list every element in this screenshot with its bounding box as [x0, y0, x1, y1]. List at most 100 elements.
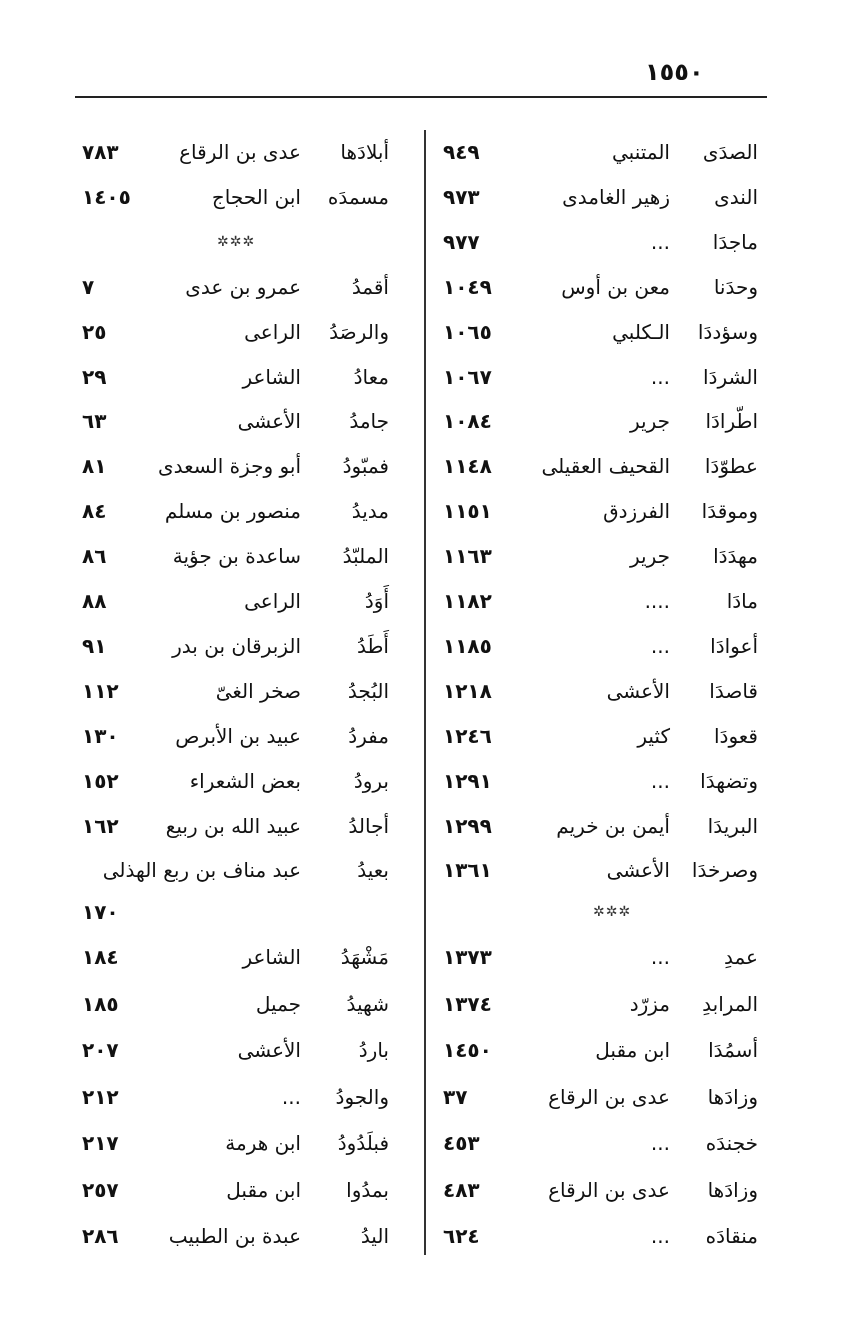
- entry-page-number: ١٠٤٩: [443, 274, 492, 299]
- entry-poet: جرير: [630, 409, 670, 434]
- column-divider: [424, 130, 426, 1255]
- entry-poet: معن بن أوس: [561, 274, 670, 299]
- entry-page-number: ٢٥: [82, 319, 107, 344]
- index-entry: قعودَا كثير ١٢٤٦: [443, 719, 758, 753]
- entry-page-number: ٧: [82, 274, 95, 299]
- index-entry: والرصَدُ الراعى ٢٥: [82, 315, 389, 349]
- entry-word: مفردُ: [348, 723, 389, 748]
- entry-word: قعودَا: [713, 723, 758, 748]
- entry-page-number: ١١٤٨: [443, 454, 492, 479]
- entry-word: وتضهدَا: [700, 768, 758, 793]
- index-entry: قاصدَا الأعشى ١٢١٨: [443, 674, 758, 708]
- index-entry: مَشْهَدُ الشاعر ١٨٤: [82, 940, 389, 974]
- entry-poet: الشاعر: [242, 364, 301, 389]
- entry-page-number: ٢٩: [82, 364, 107, 389]
- section-separator: ✲✲✲: [82, 225, 389, 259]
- index-entry: مادَا.... ١١٨٢: [443, 584, 758, 618]
- entry-word: وسؤددَا: [697, 319, 758, 344]
- entry-poet: ...: [650, 1131, 670, 1155]
- entry-word: أَطَدُ: [357, 633, 389, 658]
- entry-poet: عدى بن الرقاع: [548, 1084, 670, 1109]
- entry-word: والرصَدُ: [329, 319, 389, 344]
- index-entry: بعيدُ عبد مناف بن ربع الهذلى: [82, 853, 389, 887]
- index-entry: وسؤددَا الـكلبي ١٠٦٥: [443, 315, 758, 349]
- index-entry: أَوَدُ الراعى ٨٨: [82, 584, 389, 618]
- entry-poet: الراعى: [244, 589, 301, 613]
- index-entry: شهيدُ جميل ١٨٥: [82, 987, 389, 1021]
- entry-poet: ابن مقبل: [226, 1177, 301, 1202]
- index-entry: فمبّودُ أبو وجزة السعدى ٨١: [82, 449, 389, 483]
- entry-poet: الشاعر: [242, 945, 301, 969]
- index-entry: وصرخدَا الأعشى ١٣٦١: [443, 853, 758, 887]
- entry-poet: صخر الغىّ: [215, 678, 301, 703]
- entry-page-number: ١٣٧٤: [443, 991, 492, 1016]
- index-entry: بمدُوا ابن مقبل ٢٥٧: [82, 1173, 389, 1207]
- entry-page-number: ١٣٠: [82, 723, 119, 748]
- entry-word: معادُ: [353, 364, 389, 389]
- entry-page-number: ١٣٧٣: [443, 945, 492, 969]
- entry-page-number: ٩٧٧: [443, 229, 480, 254]
- entry-page-number: ٢١٢: [82, 1084, 119, 1109]
- entry-page-number: ١٥٢: [82, 768, 119, 793]
- entry-page-number: ٦٣: [82, 409, 107, 434]
- separator-stars: ✲✲✲: [217, 233, 256, 250]
- entry-poet: ...: [650, 364, 670, 389]
- entry-poet: الراعى: [244, 319, 301, 344]
- entry-poet: منصور بن مسلم: [164, 499, 301, 524]
- entry-poet: ابن هرمة: [225, 1131, 301, 1155]
- entry-page-number: ١١٨٥: [443, 633, 492, 658]
- entry-poet: الفرزدق: [603, 499, 670, 524]
- entry-page-number: ١٠٦٧: [443, 364, 492, 389]
- entry-page-number: ٩١: [82, 633, 107, 658]
- entry-poet: بعض الشعراء: [189, 768, 301, 793]
- index-entry: عمدِ... ١٣٧٣: [443, 940, 758, 974]
- index-entry: والجودُ... ٢١٢: [82, 1080, 389, 1114]
- index-entry: باردُ الأعشى ٢٠٧: [82, 1033, 389, 1067]
- entry-poet: كثير: [637, 723, 670, 748]
- entry-word: شهيدُ: [346, 991, 389, 1016]
- entry-page-number: ٦٢٤: [443, 1224, 480, 1248]
- entry-word: مهدَدَا: [713, 544, 758, 569]
- entry-poet: جرير: [630, 544, 670, 569]
- entry-page-number: ٢١٧: [82, 1131, 119, 1155]
- entry-word: وزادَها: [707, 1084, 758, 1109]
- entry-poet: الـكلبي: [612, 319, 670, 344]
- index-entry: الشردَا... ١٠٦٧: [443, 360, 758, 394]
- entry-word: أَوَدُ: [364, 589, 389, 613]
- entry-page-number: ٣٧: [443, 1084, 468, 1109]
- entry-poet: ...: [650, 633, 670, 658]
- entry-poet: الأعشى: [606, 678, 670, 703]
- index-entry: أبلادَها عدى بن الرقاع ٧٨٣: [82, 135, 389, 169]
- entry-page-number: ٢٨٦: [82, 1224, 119, 1248]
- entry-poet: ...: [650, 1224, 670, 1248]
- entry-page-number: ٨٨: [82, 589, 107, 613]
- entry-poet: عبدة بن الطبيب: [168, 1224, 301, 1248]
- entry-word: فمبّودُ: [342, 454, 389, 479]
- entry-poet: ابن الحجاج: [211, 184, 301, 209]
- entry-page-number: ٧٨٣: [82, 140, 119, 164]
- entry-page-number: ١١٨٢: [443, 589, 492, 613]
- entry-page-number: ١٨٥: [82, 991, 119, 1016]
- entry-poet: ...: [650, 768, 670, 793]
- entry-word: وصرخدَا: [691, 858, 758, 883]
- index-entry: ١٧٠: [82, 895, 389, 929]
- entry-page-number: ٩٧٣: [443, 184, 480, 209]
- entry-word: قاصدَا: [709, 678, 758, 703]
- index-entry: وزادَها عدى بن الرقاع ٣٧: [443, 1080, 758, 1114]
- entry-page-number: ٢٥٧: [82, 1177, 119, 1202]
- entry-page-number: ١٤٥٠: [443, 1038, 492, 1062]
- entry-word: جامدُ: [349, 409, 389, 434]
- index-entry: خجندَه... ٤٥٣: [443, 1126, 758, 1160]
- section-separator: ✲✲✲: [443, 895, 758, 929]
- index-entry: أجالدُ عبيد الله بن ربيع ١٦٢: [82, 809, 389, 843]
- entry-poet: مزرّد: [629, 991, 670, 1016]
- index-entry: ماجدَا... ٩٧٧: [443, 225, 758, 259]
- index-entry: وموقدَا الفرزدق ١١٥١: [443, 494, 758, 528]
- separator-stars: ✲✲✲: [593, 904, 632, 920]
- entry-word: برودُ: [353, 768, 389, 793]
- entry-word: الشردَا: [703, 364, 758, 389]
- entry-poet: عدى بن الرقاع: [179, 140, 301, 164]
- index-entry: عطوّدَا القحيف العقيلى ١١٤٨: [443, 449, 758, 483]
- entry-word: خجندَه: [705, 1131, 758, 1155]
- entry-poet: القحيف العقيلى: [541, 454, 670, 479]
